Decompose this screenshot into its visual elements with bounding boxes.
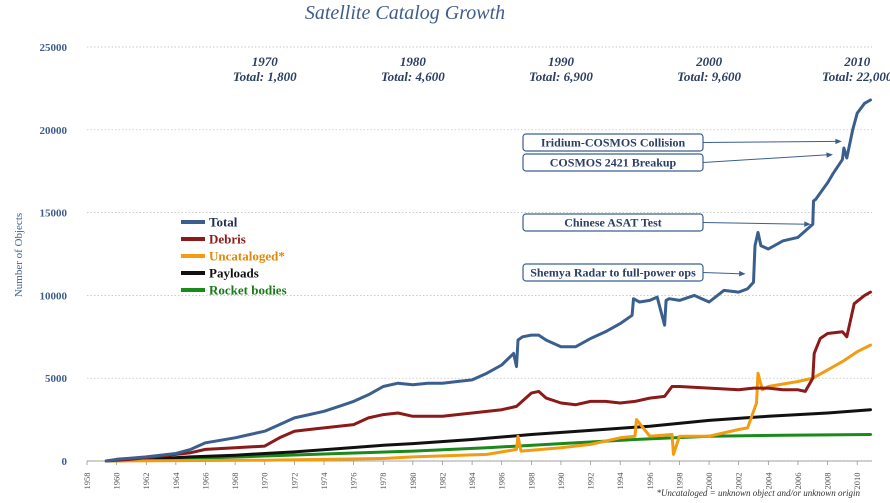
- decade-year-label: 2010: [843, 54, 871, 69]
- y-tick-label: 20000: [40, 125, 68, 137]
- x-tick-label: 1974: [319, 472, 329, 490]
- annotation-arrow: [702, 272, 743, 275]
- annotation-callout: Iridium-COSMOS Collision: [522, 133, 842, 152]
- annotation-arrow: [702, 140, 839, 143]
- decade-total-label: Total: 1,800: [233, 69, 297, 84]
- annotation-callout: COSMOS 2421 Breakup: [522, 152, 833, 172]
- annotation-arrow: [702, 222, 808, 225]
- annotation-callout: Chinese ASAT Test: [522, 213, 811, 232]
- x-tick-label: 2008: [823, 473, 833, 490]
- legend-item: Total: [181, 215, 238, 230]
- x-tick-label: 1968: [230, 473, 240, 490]
- decade-year-label: 1980: [400, 54, 427, 69]
- decade-total-label: Total: 6,900: [529, 69, 593, 84]
- decade-year-label: 2000: [695, 54, 723, 69]
- legend: Total Debris Uncataloged* Payloads Rocket bo…: [181, 215, 287, 298]
- x-tick-label: 1994: [615, 472, 625, 490]
- series-line: [104, 98, 872, 463]
- decade-year-label: 1970: [252, 54, 279, 69]
- legend-label: Uncataloged*: [209, 249, 285, 264]
- series-line: [104, 343, 872, 463]
- x-tick-label: 2002: [734, 473, 744, 490]
- x-tick-label: 1984: [467, 472, 477, 490]
- legend-label: Rocket bodies: [209, 283, 287, 298]
- x-tick-label: 1970: [260, 473, 270, 490]
- x-tick-label: 1992: [586, 473, 596, 490]
- annotation-arrowhead: [835, 138, 842, 145]
- x-axis-ticks: 1958 1960 1962 1964 1966 1968 1970 1972 1974 1976…: [82, 461, 862, 490]
- decade-total-label: Total: 22,000: [822, 69, 890, 84]
- x-tick-label: 1958: [82, 473, 92, 490]
- x-tick-label: 1998: [674, 473, 684, 490]
- x-tick-label: 1964: [171, 472, 181, 490]
- x-tick-label: 1978: [378, 473, 388, 490]
- series-line: [104, 290, 872, 463]
- series-lines: [104, 98, 872, 463]
- event-annotations: Iridium-COSMOS Collision COSMOS 2421 Brea…: [522, 133, 842, 282]
- legend-item: Rocket bodies: [181, 283, 287, 298]
- y-tick-label: 15000: [40, 208, 68, 220]
- y-tick-label: 10000: [40, 290, 68, 302]
- decade-year-label: 1990: [548, 54, 575, 69]
- decade-total-label: Total: 4,600: [381, 69, 445, 84]
- legend-label: Total: [209, 215, 238, 230]
- x-tick-label: 2004: [763, 472, 773, 490]
- annotation-arrow: [702, 154, 831, 163]
- annotation-callout: Shemya Radar to full-power ops: [522, 263, 746, 282]
- annotation-label: Chinese ASAT Test: [564, 216, 662, 230]
- annotation-label: Shemya Radar to full-power ops: [530, 266, 696, 280]
- y-tick-label: 25000: [40, 42, 68, 54]
- legend-item: Debris: [181, 232, 246, 247]
- x-tick-label: 1996: [645, 473, 655, 490]
- x-tick-label: 1960: [112, 473, 122, 490]
- annotation-label: Iridium-COSMOS Collision: [541, 136, 686, 150]
- x-tick-label: 1990: [556, 473, 566, 490]
- legend-item: Uncataloged*: [181, 249, 285, 264]
- annotation-arrowhead: [826, 152, 833, 158]
- y-tick-label: 5000: [45, 373, 68, 385]
- x-tick-label: 2000: [704, 473, 714, 490]
- chart-title: Satellite Catalog Growth: [305, 2, 505, 24]
- x-tick-label: 1986: [497, 473, 507, 490]
- x-tick-label: 1966: [200, 473, 210, 490]
- annotation-label: COSMOS 2421 Breakup: [550, 156, 677, 170]
- legend-label: Debris: [209, 232, 246, 247]
- y-axis-label: Number of Objects: [13, 213, 25, 297]
- annotation-arrowhead: [804, 221, 811, 227]
- y-tick-label: 0: [62, 456, 68, 468]
- x-tick-label: 1976: [349, 473, 359, 490]
- x-tick-label: 1972: [289, 473, 299, 490]
- legend-label: Payloads: [209, 266, 259, 281]
- x-tick-label: 1988: [526, 473, 536, 490]
- decade-total-label: Total: 9,600: [677, 69, 741, 84]
- footnote: *Uncataloged = unknown object and/or unk…: [656, 488, 860, 498]
- annotation-arrowhead: [739, 270, 746, 277]
- legend-item: Payloads: [181, 266, 259, 281]
- x-tick-label: 1980: [408, 473, 418, 490]
- series-line: [104, 408, 872, 463]
- x-tick-label: 2006: [793, 473, 803, 490]
- x-tick-label: 1982: [437, 473, 447, 490]
- x-tick-label: 2010: [852, 473, 862, 490]
- x-tick-label: 1962: [141, 473, 151, 490]
- y-axis-ticks: 0 5000 10000 15000 20000 25000: [40, 42, 68, 468]
